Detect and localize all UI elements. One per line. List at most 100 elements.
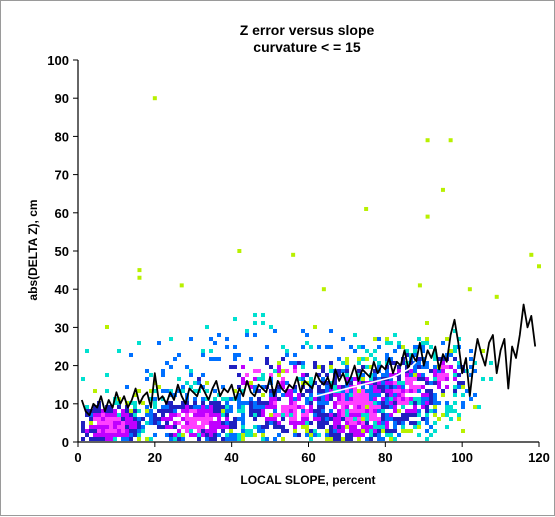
density-cell xyxy=(325,389,329,393)
density-cell xyxy=(277,385,281,389)
density-cell xyxy=(301,365,305,369)
density-cell xyxy=(217,433,221,437)
density-cell xyxy=(189,337,193,341)
density-cell xyxy=(401,413,405,417)
density-cell xyxy=(169,409,173,413)
density-cell xyxy=(289,361,293,365)
density-cell xyxy=(169,365,173,369)
density-cell xyxy=(105,421,109,425)
density-cell xyxy=(349,393,353,397)
density-cell xyxy=(377,405,381,409)
density-cell xyxy=(429,409,433,413)
density-cell xyxy=(273,417,277,421)
density-cell xyxy=(205,325,209,329)
outlier-point xyxy=(425,214,430,219)
density-cell xyxy=(481,349,485,353)
density-cell xyxy=(393,409,397,413)
density-cell xyxy=(357,405,361,409)
density-cell xyxy=(125,437,129,441)
density-cell xyxy=(369,425,373,429)
density-cell xyxy=(313,361,317,365)
density-cell xyxy=(85,413,89,417)
density-cell xyxy=(373,357,377,361)
density-cell xyxy=(409,429,413,433)
density-cell xyxy=(345,417,349,421)
density-cell xyxy=(345,405,349,409)
density-cell xyxy=(437,373,441,377)
density-cell xyxy=(393,425,397,429)
density-cell xyxy=(353,421,357,425)
density-cell xyxy=(269,365,273,369)
density-cell xyxy=(205,409,209,413)
density-cell xyxy=(345,389,349,393)
density-cell xyxy=(293,417,297,421)
density-cell xyxy=(325,413,329,417)
density-cell xyxy=(249,405,253,409)
density-cell xyxy=(365,421,369,425)
density-cell xyxy=(89,413,93,417)
density-cell xyxy=(437,401,441,405)
density-cell xyxy=(357,357,361,361)
density-cell xyxy=(197,437,201,441)
density-cell xyxy=(157,409,161,413)
density-cell xyxy=(101,437,105,441)
density-cell xyxy=(309,401,313,405)
density-cell xyxy=(421,349,425,353)
density-cell xyxy=(321,425,325,429)
density-cell xyxy=(201,409,205,413)
density-cell xyxy=(233,421,237,425)
density-cell xyxy=(253,425,257,429)
density-cell xyxy=(385,405,389,409)
density-cell xyxy=(417,433,421,437)
density-cell xyxy=(233,433,237,437)
x-tick-label: 80 xyxy=(378,450,392,465)
density-cell xyxy=(117,425,121,429)
density-cell xyxy=(253,417,257,421)
density-cell xyxy=(309,389,313,393)
density-cell xyxy=(261,321,265,325)
density-cell xyxy=(241,437,245,441)
density-cell xyxy=(241,401,245,405)
density-cell xyxy=(457,365,461,369)
density-cell xyxy=(377,425,381,429)
density-cell xyxy=(453,385,457,389)
density-cell xyxy=(425,361,429,365)
density-cell xyxy=(397,385,401,389)
density-cell xyxy=(213,389,217,393)
density-cell xyxy=(325,397,329,401)
density-cell xyxy=(401,421,405,425)
density-cell xyxy=(273,397,277,401)
density-cell xyxy=(177,433,181,437)
density-cell xyxy=(97,433,101,437)
density-cell xyxy=(129,433,133,437)
density-cell xyxy=(173,405,177,409)
density-cell xyxy=(357,413,361,417)
series-lines xyxy=(80,303,537,417)
density-cell xyxy=(233,345,237,349)
density-cell xyxy=(145,413,149,417)
density-cell xyxy=(261,437,265,441)
density-cell xyxy=(409,409,413,413)
density-cell xyxy=(261,401,265,405)
density-cell xyxy=(101,417,105,421)
density-cell xyxy=(357,421,361,425)
density-cell xyxy=(389,341,393,345)
density-cell xyxy=(265,361,269,365)
density-cell xyxy=(149,437,153,441)
density-cell xyxy=(229,425,233,429)
density-cell xyxy=(377,409,381,413)
density-cell xyxy=(405,369,409,373)
density-cell xyxy=(313,413,317,417)
density-cell xyxy=(309,405,313,409)
density-cell xyxy=(317,433,321,437)
density-cell xyxy=(389,397,393,401)
density-cell xyxy=(105,389,109,393)
density-cell xyxy=(489,361,493,365)
density-cell xyxy=(357,369,361,373)
density-cell xyxy=(285,429,289,433)
density-cell xyxy=(237,373,241,377)
density-cell xyxy=(397,421,401,425)
density-cell xyxy=(389,413,393,417)
density-cell xyxy=(377,401,381,405)
density-cell xyxy=(149,409,153,413)
